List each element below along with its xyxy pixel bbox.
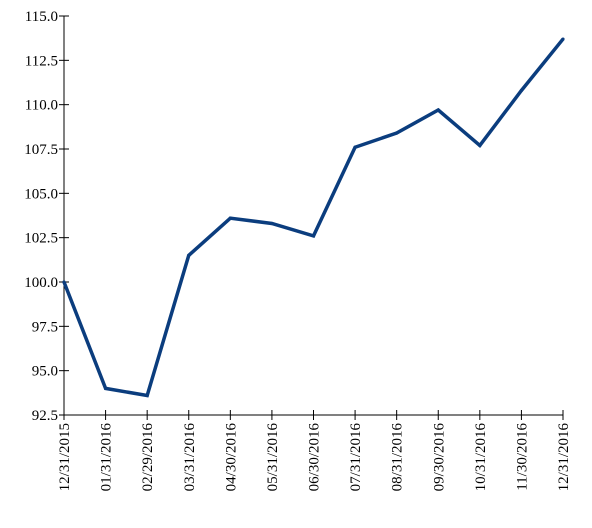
x-tick-label: 05/31/2016 — [265, 423, 281, 492]
x-tick-label: 11/30/2016 — [514, 423, 530, 491]
data-point — [395, 131, 399, 135]
data-point — [228, 216, 232, 220]
x-tick-label: 02/29/2016 — [140, 423, 156, 492]
x-tick-label: 03/31/2016 — [182, 423, 198, 492]
data-point — [103, 386, 108, 390]
y-tick-label: 100.0 — [24, 275, 58, 291]
x-tick-label: 10/31/2016 — [473, 423, 489, 492]
data-point — [478, 143, 482, 148]
x-tick-label: 07/31/2016 — [348, 423, 364, 492]
y-tick-label: 110.0 — [25, 98, 58, 114]
y-tick-label: 102.5 — [24, 231, 58, 247]
y-tick-label: 95.0 — [32, 364, 58, 380]
y-tick-label: 97.5 — [32, 319, 58, 335]
x-tick-label: 12/31/2016 — [556, 423, 572, 492]
y-tick-label: 92.5 — [32, 408, 58, 424]
data-point — [561, 37, 565, 41]
x-tick-label: 01/31/2016 — [99, 423, 115, 492]
x-tick-label: 08/31/2016 — [390, 423, 406, 492]
y-tick-label: 112.5 — [25, 53, 58, 69]
data-point — [270, 221, 274, 226]
x-tick-label: 06/30/2016 — [307, 423, 323, 492]
x-axis: 12/31/2015 01/31/2016 02/29/2016 03/31/2016… — [57, 410, 572, 491]
y-tick-label: 107.5 — [24, 142, 58, 158]
data-point — [519, 88, 524, 93]
data-point — [353, 145, 357, 149]
x-tick-label: 09/30/2016 — [431, 423, 447, 492]
series-group — [62, 37, 565, 398]
data-point — [145, 393, 149, 398]
x-tick-label: 04/30/2016 — [223, 423, 239, 492]
y-tick-label: 105.0 — [24, 186, 58, 202]
data-point — [436, 108, 440, 112]
data-point — [311, 234, 316, 238]
x-tick-label: 12/31/2015 — [57, 423, 73, 491]
y-tick-label: 115.0 — [25, 9, 58, 25]
data-point — [187, 253, 191, 257]
y-axis: 92.5 95.0 97.5 100.0 102.5 105.0 107.5 110.0 112… — [24, 9, 69, 424]
series-line — [62, 37, 565, 398]
data-point — [62, 280, 66, 284]
